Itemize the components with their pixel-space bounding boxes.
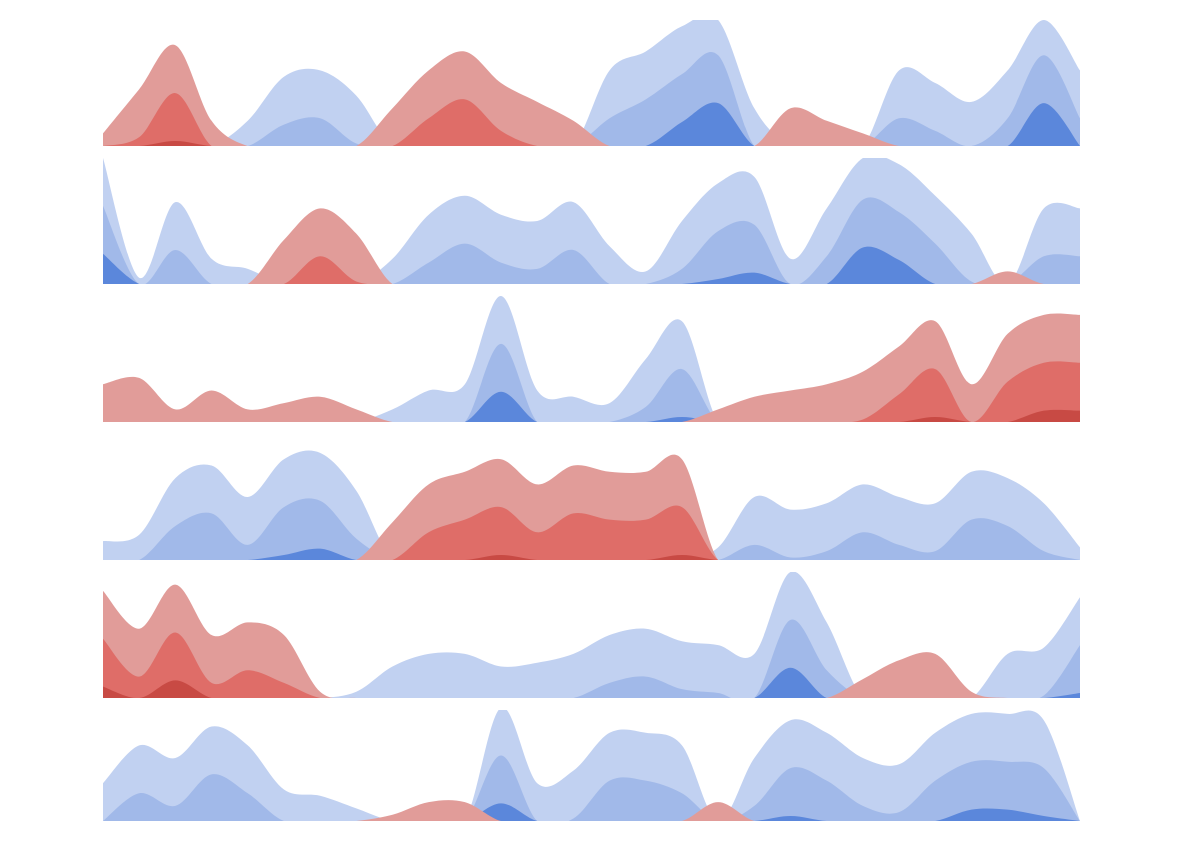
positive-band xyxy=(103,803,1080,821)
horizon-row xyxy=(103,158,1080,284)
negative-band xyxy=(103,680,1080,698)
positive-band xyxy=(103,20,1080,146)
horizon-row xyxy=(103,572,1080,698)
negative-band xyxy=(103,505,1080,560)
positive-band xyxy=(103,548,1080,560)
horizon-row xyxy=(103,450,1080,560)
positive-band xyxy=(103,197,1080,284)
positive-band xyxy=(103,755,1080,821)
negative-band xyxy=(103,313,1080,422)
positive-band xyxy=(103,572,1080,698)
positive-band xyxy=(103,498,1080,560)
negative-band xyxy=(103,454,1080,560)
negative-band xyxy=(103,632,1080,698)
horizon-row xyxy=(103,710,1080,821)
horizon-row xyxy=(103,296,1080,422)
horizon-row xyxy=(103,20,1080,146)
negative-band xyxy=(103,93,1080,146)
negative-band xyxy=(103,140,1080,146)
negative-band xyxy=(103,208,1080,284)
negative-band xyxy=(103,256,1080,284)
positive-band xyxy=(103,246,1080,284)
